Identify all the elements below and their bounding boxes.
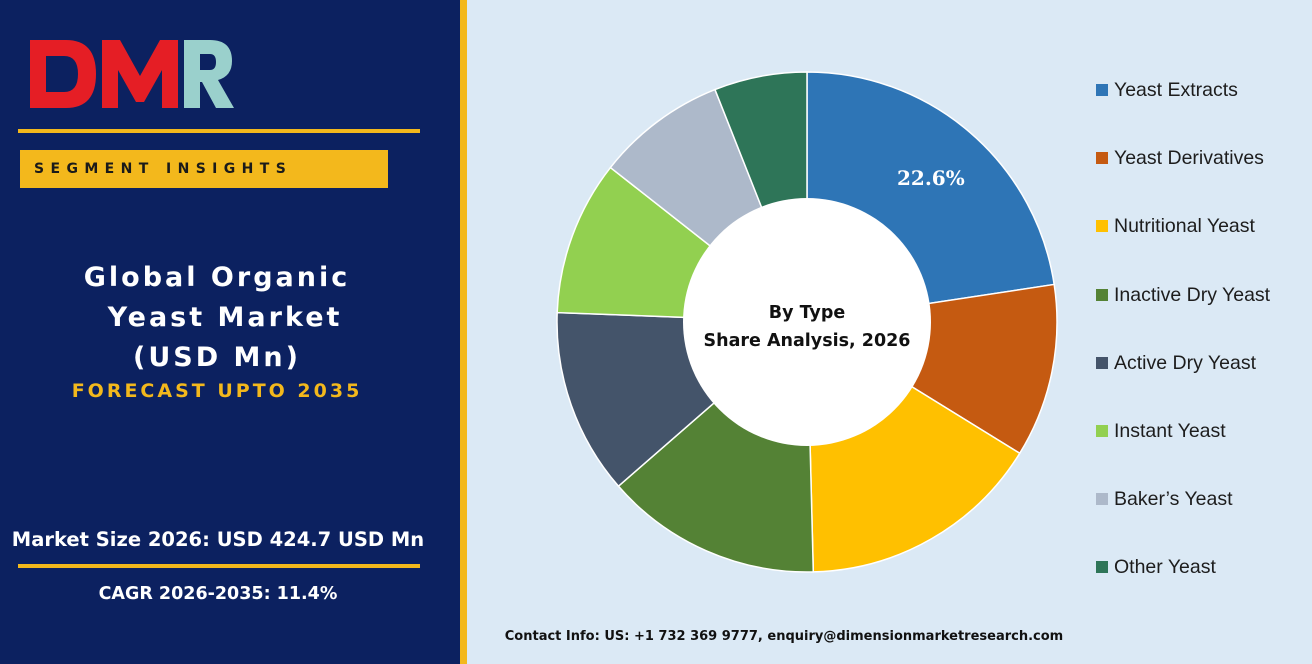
legend-swatch [1096, 84, 1108, 96]
legend-label: Instant Yeast [1114, 420, 1226, 442]
left-panel [0, 0, 460, 664]
title-line-2: Yeast Market [107, 302, 343, 333]
legend-label: Active Dry Yeast [1114, 351, 1256, 374]
legend-label: Nutritional Yeast [1114, 215, 1255, 238]
legend-swatch [1096, 425, 1108, 437]
stats-rule [18, 564, 420, 568]
legend-swatch [1096, 356, 1108, 369]
legend-item: Nutritional Yeast [1096, 214, 1311, 238]
logo-r [184, 40, 234, 108]
data-label-yeast-extracts: 22.6% [897, 166, 965, 190]
forecast-label: FORECAST UPTO 2035 [71, 380, 363, 402]
legend-label: Yeast Derivatives [1114, 147, 1264, 170]
panel-divider [460, 0, 467, 664]
legend-label: Other Yeast [1114, 556, 1216, 579]
legend-item: Baker’s Yeast [1096, 487, 1311, 511]
segment-badge: SEGMENT INSIGHTS [20, 150, 388, 188]
legend-swatch [1096, 288, 1108, 301]
donut-chart: By Type Share Analysis, 2026 22.6% [556, 71, 1058, 573]
title-line-3: (USD Mn) [133, 342, 301, 373]
legend-label: Baker’s Yeast [1114, 488, 1233, 511]
legend-item: Active Dry Yeast [1096, 351, 1311, 375]
market-size: Market Size 2026: USD 424.7 USD Mn [11, 528, 425, 551]
center-label-line-1: By Type [769, 303, 846, 323]
legend-item: Other Yeast [1096, 555, 1311, 579]
cagr: CAGR 2026-2035: 11.4% [98, 584, 338, 604]
legend-item: Yeast Extracts [1096, 78, 1311, 102]
data-labels: 22.6% [897, 166, 965, 190]
legend-item: Instant Yeast [1096, 419, 1311, 443]
segment-badge-text: SEGMENT INSIGHTS [34, 161, 293, 177]
legend-swatch [1096, 152, 1108, 165]
donut-hole [683, 198, 931, 446]
legend-swatch [1096, 220, 1108, 233]
title-line-1: Global Organic [83, 262, 351, 293]
contact-info: Contact Info: US: +1 732 369 9777, enqui… [504, 629, 1064, 644]
top-rule [18, 129, 420, 133]
logo-m [102, 40, 178, 108]
logo-d [30, 40, 96, 108]
legend-label: Inactive Dry Yeast [1114, 283, 1271, 306]
legend-swatch [1096, 493, 1108, 506]
center-label-line-2: Share Analysis, 2026 [704, 331, 911, 351]
legend-item: Yeast Derivatives [1096, 146, 1311, 170]
legend-item: Inactive Dry Yeast [1096, 283, 1311, 307]
dmr-logo [30, 40, 234, 108]
legend-swatch [1096, 561, 1108, 574]
legend-label: Yeast Extracts [1114, 79, 1238, 101]
